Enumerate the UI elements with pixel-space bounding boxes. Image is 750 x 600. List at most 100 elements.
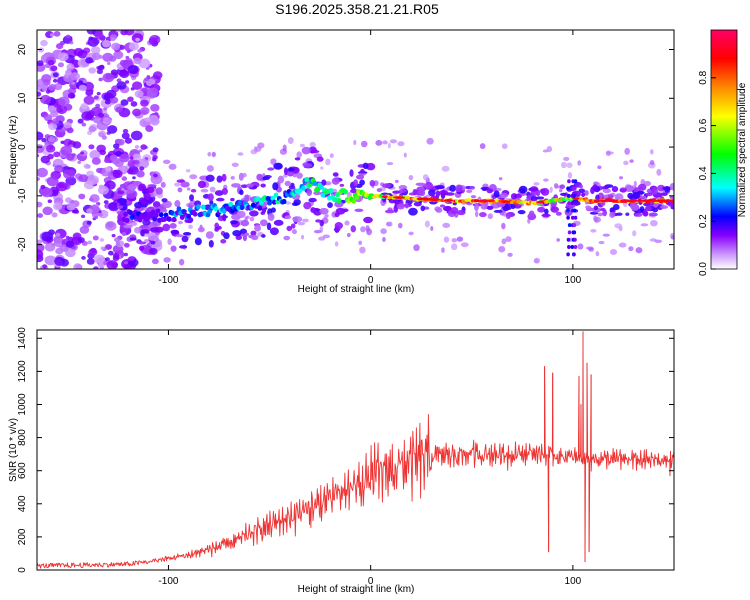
spectrogram-cell (577, 160, 582, 166)
spectrogram-cell (388, 199, 396, 204)
spectrogram-cell (329, 153, 334, 158)
spectrogram-cell (290, 223, 296, 229)
spectrogram-cell (600, 199, 609, 203)
spectrogram-cell (640, 178, 646, 186)
spectrogram-cell (221, 208, 227, 214)
spectrogram-cell (619, 187, 627, 193)
spectrogram-cell (145, 125, 154, 133)
spectrogram-cell (498, 246, 506, 253)
spectrogram-x-ticks: -100 0 100 (158, 30, 582, 286)
spectrogram-cell (106, 89, 117, 99)
spectrogram-cell (209, 200, 214, 205)
spectrogram-cell (301, 146, 311, 155)
spectrogram-cell (625, 212, 630, 216)
spectrogram-cell (581, 192, 586, 198)
spectrogram-cell (136, 170, 145, 178)
spectrogram-cell (137, 217, 143, 223)
spectrogram-cell (578, 184, 583, 189)
spectrogram-cell (153, 173, 158, 178)
spectrogram-cell (154, 226, 164, 233)
spectrogram-cell (382, 183, 392, 189)
spectrogram-cell (214, 190, 224, 196)
spectrogram-cell (403, 152, 407, 158)
colorbar-tick-label: 0.8 (698, 70, 709, 84)
spectrogram-cell (267, 167, 275, 171)
spectrogram-cell (572, 208, 577, 213)
spectrogram-cell (354, 208, 364, 213)
spectrogram-cell (138, 149, 143, 153)
spectrogram-cell (287, 170, 294, 177)
spectrogram-cell (52, 202, 63, 211)
spectrogram-cell (266, 222, 272, 231)
spectrogram-cell (104, 99, 111, 105)
spectrogram-cell (115, 150, 122, 157)
spectrogram-cell (91, 157, 101, 165)
spectrogram-cell (267, 213, 275, 221)
spectrogram-cell (200, 188, 209, 193)
y-tick-label: 1000 (17, 393, 28, 416)
spectrogram-cell (120, 99, 129, 106)
spectrogram-cell (382, 140, 388, 145)
spectrogram-cell (306, 188, 313, 196)
spectrogram-cell (124, 261, 129, 265)
spectrogram-cell (222, 213, 227, 222)
spectrogram-cell (240, 219, 250, 227)
y-tick-label: 600 (17, 462, 28, 479)
spectrogram-cell (602, 209, 608, 217)
spectrogram-cell (108, 202, 119, 212)
spectrogram-cell (101, 39, 111, 48)
spectrogram-cell (98, 77, 103, 82)
spectrogram-cell (105, 166, 112, 172)
spectrogram-cell (597, 212, 604, 217)
spectrogram-cell (98, 64, 105, 71)
spectrogram-cell (249, 216, 255, 222)
spectrogram-x-label: Height of straight line (km) (298, 284, 415, 295)
spectrogram-cell (170, 245, 177, 252)
spectrogram-cell (37, 177, 40, 181)
spectrogram-cell (69, 144, 74, 148)
spectrogram-cell (144, 77, 149, 82)
spectrogram-cell (354, 194, 360, 200)
spectrogram-cell (510, 193, 518, 200)
spectrogram-cell (573, 215, 578, 220)
spectrogram-cell (632, 191, 641, 199)
colorbar-ticks: 0.0 0.2 0.4 0.6 0.8 (698, 70, 716, 276)
spectrogram-cell (159, 208, 168, 213)
spectrogram-cell (97, 185, 109, 195)
spectrogram-cell (611, 185, 619, 193)
snr-y-label: SNR (10 * v/v) (8, 418, 19, 482)
spectrogram-cell (273, 162, 283, 170)
spectrogram-cell (79, 225, 90, 234)
spectrogram-cell (301, 218, 309, 223)
spectrogram-cell (146, 186, 155, 194)
spectrogram-cell (135, 37, 140, 42)
spectrogram-cell (319, 207, 329, 215)
spectrogram-cell (60, 140, 65, 144)
spectrogram-cell (100, 246, 105, 250)
spectrogram-cell (316, 156, 324, 162)
spectrogram-cell (651, 187, 658, 195)
spectrogram-cell (134, 145, 140, 149)
spectrogram-cell (650, 219, 658, 227)
spectrogram-cell (614, 193, 624, 201)
y-tick-label: 10 (17, 92, 28, 104)
spectrogram-cell (232, 229, 242, 237)
spectrogram-cell (140, 144, 148, 150)
y-tick-label: 200 (17, 528, 28, 545)
spectrogram-cell (435, 190, 441, 198)
spectrogram-cell (560, 192, 568, 196)
spectrogram-cell (86, 30, 96, 35)
colorbar-tick-label: 0.0 (698, 262, 709, 276)
spectrogram-cell (88, 125, 97, 133)
spectrogram-cell (609, 249, 618, 256)
spectrogram-cell (567, 179, 571, 184)
spectrogram-cell (239, 204, 245, 211)
spectrogram-cell (119, 153, 130, 163)
spectrogram-cell (89, 194, 100, 203)
spectrogram-cell (652, 207, 659, 213)
spectrogram-cell (53, 30, 61, 37)
spectrogram-cell (116, 138, 125, 146)
spectrogram-cell (628, 246, 634, 252)
spectrogram-cell (207, 193, 214, 202)
